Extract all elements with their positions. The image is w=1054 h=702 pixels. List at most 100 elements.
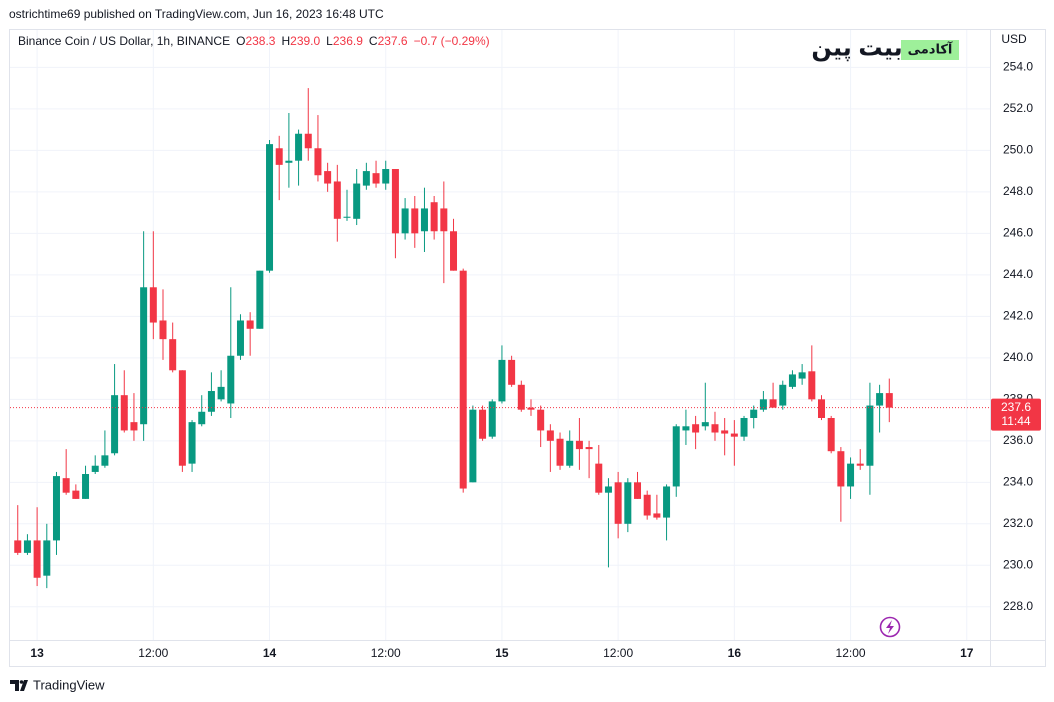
currency: USD <box>1001 32 1027 46</box>
candle-body <box>295 133 303 161</box>
legend-value: 236.9 <box>333 34 363 48</box>
y-tick-label: 236.0 <box>1003 433 1033 447</box>
candle-body <box>440 208 448 232</box>
candle-body <box>314 148 322 176</box>
candle-body <box>120 395 128 431</box>
candle-body <box>634 482 642 499</box>
logo-mark <box>10 680 28 691</box>
legend-key: C <box>369 34 378 48</box>
candle-body <box>604 486 612 493</box>
legend-value: 237.6 <box>378 34 408 48</box>
x-tick-label: 12:00 <box>836 646 866 660</box>
candle-body <box>14 540 22 553</box>
y-tick-label: 246.0 <box>1003 226 1033 240</box>
candle-body <box>488 401 496 437</box>
logo-dot <box>19 680 24 684</box>
legend-name: Binance Coin / US Dollar, 1h, BINANCE <box>18 34 230 48</box>
y-tick-label: 228.0 <box>1003 599 1033 613</box>
candle-body <box>866 405 874 466</box>
candle-body <box>818 399 826 418</box>
candle-body <box>701 422 709 427</box>
x-tick-label: 12:00 <box>138 646 168 660</box>
candle-body <box>140 287 148 425</box>
candle-body <box>827 417 835 452</box>
candle-body <box>91 465 99 472</box>
candle-body <box>130 422 138 431</box>
x-tick-label: 15 <box>495 646 509 660</box>
candle-body <box>285 160 293 163</box>
candle-body <box>692 424 700 433</box>
candle-body <box>430 202 438 232</box>
watermark-tag: آکادمی <box>908 40 953 56</box>
legend-change: −0.7 (−0.29%) <box>414 34 490 48</box>
candle-body <box>808 371 816 400</box>
y-tick-label: 254.0 <box>1003 60 1033 74</box>
candle-body <box>498 359 506 402</box>
candle-body <box>343 216 351 218</box>
last-price-box <box>991 398 1041 431</box>
replay-icon[interactable] <box>879 616 901 638</box>
candle-body <box>721 430 729 434</box>
candle-body <box>43 540 51 576</box>
candle-body <box>527 407 535 410</box>
countdown-label: 11:44 <box>1001 414 1030 428</box>
candle-body <box>740 417 748 437</box>
x-tick-label: 12:00 <box>371 646 401 660</box>
candle-body <box>401 208 409 234</box>
candle-body <box>556 438 564 466</box>
candle-body <box>304 133 312 149</box>
candle-body <box>101 455 109 466</box>
y-tick-label: 252.0 <box>1003 101 1033 115</box>
candle-body <box>198 411 206 425</box>
candle-body <box>779 384 787 406</box>
candle-body <box>837 451 845 487</box>
watermark-brand: بیت پین <box>811 34 902 61</box>
candle-body <box>178 370 186 466</box>
candle-body <box>614 482 622 524</box>
candle-body <box>537 409 545 431</box>
candle-body <box>759 399 767 410</box>
x-tick-label: 12:00 <box>603 646 633 660</box>
candle-body <box>546 430 554 441</box>
legend-key: L <box>326 34 333 48</box>
candle-body <box>217 386 225 400</box>
candles <box>14 88 893 589</box>
candle-body <box>711 424 719 433</box>
y-tick-label: 248.0 <box>1003 184 1033 198</box>
candle-body <box>479 409 487 439</box>
legend-value: 239.0 <box>290 34 320 48</box>
candle-body <box>275 148 283 165</box>
y-tick-label: 232.0 <box>1003 516 1033 530</box>
candle-body <box>411 208 419 234</box>
candle-body <box>236 320 244 356</box>
candle-body <box>207 391 215 412</box>
candle-body <box>353 183 361 219</box>
icon-bolt <box>886 620 894 634</box>
candle-body <box>149 287 157 323</box>
candle-body <box>856 463 864 466</box>
legend-value: 238.3 <box>245 34 275 48</box>
candle-body <box>52 476 60 541</box>
candle-body <box>324 171 332 184</box>
candle-body <box>750 409 758 418</box>
candle-body <box>672 426 680 487</box>
candle-body <box>33 540 41 578</box>
candle-body <box>469 409 477 483</box>
grid <box>10 30 990 640</box>
published-note: ostrichtime69 published on TradingView.c… <box>9 7 384 21</box>
candle-body <box>266 144 274 271</box>
candle-body <box>372 173 380 184</box>
x-tick-label: 17 <box>960 646 974 660</box>
candle-body <box>769 399 777 408</box>
candle-body <box>595 463 603 493</box>
legend-key: O <box>236 34 245 48</box>
candle-body <box>82 474 90 499</box>
candle-body <box>333 181 341 219</box>
legend: Binance Coin / US Dollar, 1h, BINANCE O23… <box>18 34 490 48</box>
candle-body <box>682 426 690 431</box>
candle-body <box>624 482 632 524</box>
candle-body <box>227 355 235 404</box>
candle-body <box>876 393 884 406</box>
candle-body <box>256 270 264 329</box>
